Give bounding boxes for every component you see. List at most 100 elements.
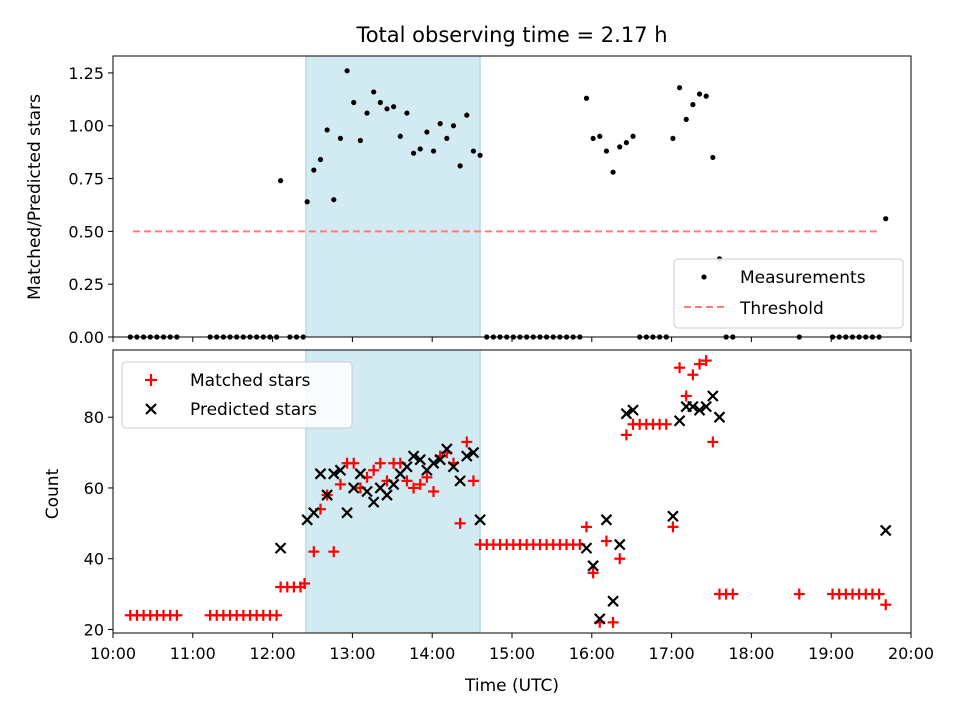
measurement-point [603, 148, 610, 154]
predicted-star-point [274, 542, 287, 554]
observing-span [305, 55, 481, 338]
x-tick-label: 20:00 [888, 644, 934, 663]
matched-star-point [328, 546, 340, 558]
predicted-star-point [461, 450, 473, 462]
measurement-point [317, 156, 324, 163]
matched-star-point [600, 535, 612, 547]
matched-star-point [620, 429, 632, 441]
top-x-ticks [112, 337, 912, 342]
matched-star-point [700, 355, 712, 367]
legend-threshold-label: Threshold [739, 299, 824, 319]
measurement-point [277, 178, 284, 184]
measurement-point [391, 104, 397, 110]
measurement-point [377, 99, 383, 106]
matched-star-point [348, 457, 360, 469]
measurement-point [710, 154, 716, 161]
bottom-legend: Matched stars Predicted stars [121, 361, 353, 429]
measurement-point [696, 91, 703, 97]
x-tick-label: 13:00 [329, 644, 375, 663]
predicted-star-point [580, 542, 593, 554]
predicted-star-point [328, 468, 340, 480]
matched-star-point [461, 436, 473, 448]
predicted-star-point [879, 524, 892, 537]
measurement-point [351, 99, 357, 106]
matched-star-point [873, 588, 885, 600]
matched-star-point [454, 517, 466, 529]
x-tick-label: 15:00 [489, 644, 535, 663]
matched-star-point [793, 588, 805, 600]
measurement-point [344, 68, 350, 74]
top-legend-box [673, 258, 904, 329]
predicted-star-point [700, 400, 712, 413]
measurement-point [610, 169, 616, 175]
predicted-star-point [387, 478, 400, 491]
predicted-star-point [381, 489, 393, 501]
measurement-point [417, 146, 423, 152]
measurement-point [590, 135, 596, 141]
predicted-star-point [314, 468, 327, 480]
predicted-star-point [713, 411, 726, 423]
measurement-point [617, 144, 623, 150]
predicted-star-point [434, 453, 446, 466]
matched-star-point [271, 609, 283, 621]
bottom-y-tick-label: 20 [84, 620, 104, 639]
x-tick-label: 17:00 [649, 644, 695, 663]
matched-star-point [674, 362, 686, 374]
matched-star-point [727, 588, 739, 600]
measurement-point [410, 150, 417, 156]
legend-measurements-label: Measurements [740, 268, 866, 288]
measurement-point [703, 93, 709, 99]
measurement-point [364, 110, 370, 116]
matched-star-point [421, 471, 433, 483]
matched-star-point [401, 475, 413, 487]
measurement-point [623, 140, 629, 146]
top-y-ticks: 0.00 0.25 0.50 0.75 1.00 1.25 [68, 64, 113, 347]
predicted-star-point [414, 453, 427, 466]
matched-star-point [467, 475, 479, 487]
x-tick-label: 10:00 [90, 644, 136, 663]
bottom-y-axis-label: Count [43, 468, 63, 519]
predicted-star-point [607, 595, 619, 607]
measurement-point [404, 110, 410, 116]
legend-matched-label: Matched stars [190, 371, 310, 391]
measurement-point [477, 152, 483, 158]
predicted-star-point [454, 475, 466, 487]
predicted-star-point [627, 404, 639, 416]
matched-star-point [308, 546, 320, 558]
measurement-point [430, 148, 437, 154]
predicted-star-point [308, 506, 320, 519]
measurement-point [583, 95, 590, 101]
predicted-stars-series [274, 390, 892, 625]
bottom-y-ticks: 20 40 60 80 [84, 408, 113, 639]
matched-star-point [171, 609, 183, 621]
top-plot-frame [112, 55, 912, 338]
predicted-star-point [361, 485, 373, 498]
legend-predicted-label: Predicted stars [190, 400, 317, 420]
measurement-point [630, 133, 636, 139]
matched-star-point [614, 553, 626, 565]
matched-star-point [414, 478, 426, 490]
measurement-point [324, 127, 330, 133]
legend-measurements-marker [701, 274, 707, 280]
matched-star-point [687, 369, 699, 381]
matched-star-point [667, 521, 679, 533]
measurement-point [683, 116, 689, 122]
matched-star-point [607, 616, 619, 628]
x-tick-label: 11:00 [170, 644, 216, 663]
predicted-star-point [474, 514, 486, 526]
predicted-star-point [673, 414, 686, 427]
bottom-y-tick-label: 40 [84, 550, 104, 569]
matched-star-point [587, 567, 599, 579]
measurement-point [450, 123, 457, 129]
measurement-point [371, 89, 377, 95]
matched-star-point [707, 436, 719, 448]
matched-star-point [334, 478, 346, 490]
measurement-point [883, 216, 889, 222]
predicted-star-point [347, 482, 360, 494]
matched-star-point [299, 577, 311, 589]
matched-star-point [694, 358, 706, 370]
measurement-point [464, 112, 470, 118]
top-legend: Measurements Threshold [673, 258, 904, 329]
measurement-point [304, 199, 310, 205]
